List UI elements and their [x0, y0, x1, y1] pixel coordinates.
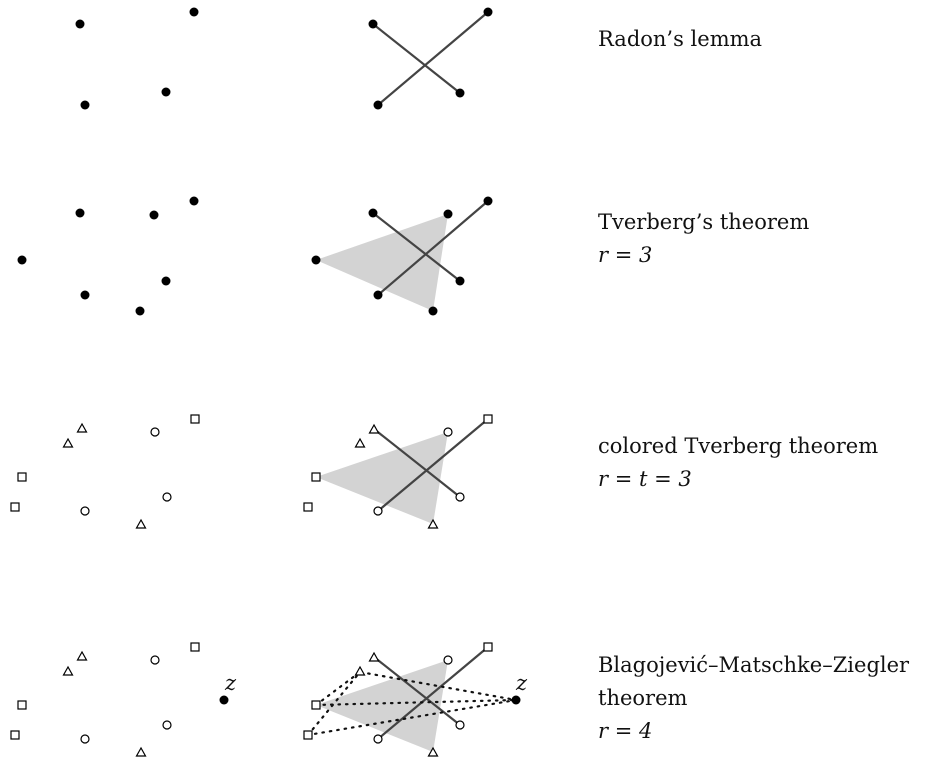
segment: [377, 11, 489, 106]
row-parameter: r = t = 3: [598, 467, 692, 491]
square-marker: [311, 700, 321, 710]
triangle-fill: [316, 660, 448, 752]
row-title-continued: theorem: [598, 686, 688, 710]
circle-marker: [80, 734, 90, 744]
segment: [377, 200, 489, 296]
square-marker: [483, 414, 493, 424]
triangle-marker: [354, 437, 366, 448]
segment: [377, 418, 489, 512]
point: [149, 210, 159, 220]
point: [80, 290, 90, 300]
point: [368, 208, 378, 218]
point: [80, 100, 90, 110]
row-title: Blagojević–Matschke–Ziegler: [598, 653, 910, 677]
square-marker: [190, 414, 200, 424]
dotted-segment: [314, 670, 362, 707]
row-title: colored Tverberg theorem: [598, 434, 878, 458]
point: [189, 196, 199, 206]
segment: [373, 656, 461, 726]
triangle-marker: [76, 422, 88, 433]
point: [373, 290, 383, 300]
dotted-triangle: [306, 670, 517, 737]
point-z-label: z: [515, 671, 528, 695]
radon-right-partition: [368, 7, 493, 110]
triangle-marker: [354, 665, 366, 676]
point: [135, 306, 145, 316]
square-marker: [190, 642, 200, 652]
circle-marker: [150, 655, 160, 665]
point: [368, 19, 378, 29]
row-parameter: r = 4: [598, 719, 652, 743]
triangle-marker: [368, 651, 380, 662]
bmz-right-partition: z: [303, 642, 528, 757]
radon-left-points: [75, 7, 199, 110]
point: [75, 208, 85, 218]
point: [189, 7, 199, 17]
segment: [372, 212, 461, 282]
point: [75, 19, 85, 29]
triangle-marker: [135, 746, 147, 757]
point: [311, 255, 321, 265]
row-tverberg: Tverberg’s theorem r = 3: [17, 196, 809, 316]
circle-marker: [150, 427, 160, 437]
square-marker: [303, 502, 313, 512]
triangle-fill: [316, 432, 448, 524]
point: [443, 209, 453, 219]
circle-marker: [373, 734, 383, 744]
tverberg-left-points: [17, 196, 199, 316]
point: [161, 87, 171, 97]
circle-marker: [443, 655, 453, 665]
row-parameter: r = 3: [598, 243, 652, 267]
circle-marker: [80, 506, 90, 516]
row-title: Tverberg’s theorem: [598, 210, 809, 234]
row-radon: Radon’s lemma: [75, 7, 762, 110]
colored-right-partition: [303, 414, 493, 529]
point: [17, 255, 27, 265]
square-marker: [311, 472, 321, 482]
point: [373, 100, 383, 110]
square-marker: [10, 730, 20, 740]
point: [483, 7, 493, 17]
square-marker: [483, 642, 493, 652]
triangle-marker: [427, 518, 439, 529]
point-z-label: z: [224, 671, 237, 695]
point: [455, 88, 465, 98]
colored-left-points: [10, 414, 200, 529]
point: [428, 306, 438, 316]
tverberg-right-partition: [311, 196, 493, 316]
triangle-marker: [76, 650, 88, 661]
triangle-fill: [316, 214, 448, 311]
circle-marker: [443, 427, 453, 437]
point-z: [511, 695, 521, 705]
segment: [373, 428, 461, 498]
triangle-marker: [62, 437, 74, 448]
dotted-segment: [314, 698, 518, 707]
square-marker: [10, 502, 20, 512]
circle-marker: [455, 492, 465, 502]
circle-marker: [162, 492, 172, 502]
segment: [377, 646, 489, 740]
point: [161, 276, 171, 286]
bmz-left-points: z: [10, 642, 237, 757]
point: [483, 196, 493, 206]
circle-marker: [373, 506, 383, 516]
point-z: [219, 695, 229, 705]
square-marker: [17, 700, 27, 710]
triangle-marker: [135, 518, 147, 529]
point: [455, 276, 465, 286]
row-colored-tverberg: colored Tverberg theorem r = t = 3: [10, 414, 878, 529]
circle-marker: [455, 720, 465, 730]
square-marker: [17, 472, 27, 482]
segment: [372, 23, 461, 94]
triangle-marker: [368, 423, 380, 434]
triangle-marker: [427, 746, 439, 757]
row-bmz: z z Blagojević–Matschke–Zieg: [10, 642, 910, 757]
row-title: Radon’s lemma: [598, 27, 762, 51]
triangle-marker: [62, 665, 74, 676]
circle-marker: [162, 720, 172, 730]
square-marker: [303, 730, 313, 740]
